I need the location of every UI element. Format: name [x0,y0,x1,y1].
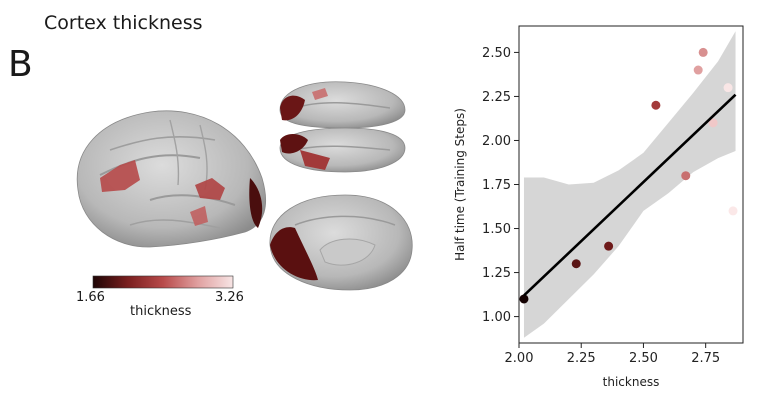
confidence-band [523,31,736,338]
colorbar-max-label: 3.26 [215,290,244,305]
scatter-point [571,259,581,269]
scatter-point [723,83,733,93]
x-tick-label: 2.50 [629,351,658,366]
colorbar-min-label: 1.66 [76,290,105,305]
y-tick-label: 1.25 [482,266,511,281]
brain-surface-maps [76,81,413,291]
scatter-point [681,171,691,181]
y-axis-label: Half time (Training Steps) [453,108,467,261]
scatter-chart: 2.00 2.25 2.50 2.75 1.00 1.25 1.50 1.75 2.00 2.25… [453,25,744,389]
colorbar-label: thickness [130,304,192,319]
panel-letter: B [8,44,33,85]
x-tick-label: 2.00 [505,351,534,366]
scatter-point [708,118,718,128]
scatter-point [651,100,661,110]
x-tick-label: 2.75 [691,351,720,366]
x-axis-label: thickness [603,375,660,389]
figure-title: Cortex thickness [44,12,203,34]
regression-line [523,93,737,297]
y-tick-label: 2.00 [482,134,511,149]
scatter-point [698,47,708,57]
y-tick-label: 1.00 [482,310,511,325]
x-tick-label: 2.25 [567,351,596,366]
y-tick-label: 1.50 [482,222,511,237]
scatter-point [693,65,703,75]
colorbar [92,275,234,289]
scatter-point [604,241,614,251]
dorsal-brain-view [279,81,406,173]
y-tick-label: 1.75 [482,178,511,193]
medial-brain-view [269,194,413,291]
scatter-point [728,206,738,216]
scatter-point [519,294,529,304]
y-tick-label: 2.25 [482,90,511,105]
lateral-brain-view [76,110,266,248]
y-tick-label: 2.50 [482,46,511,61]
